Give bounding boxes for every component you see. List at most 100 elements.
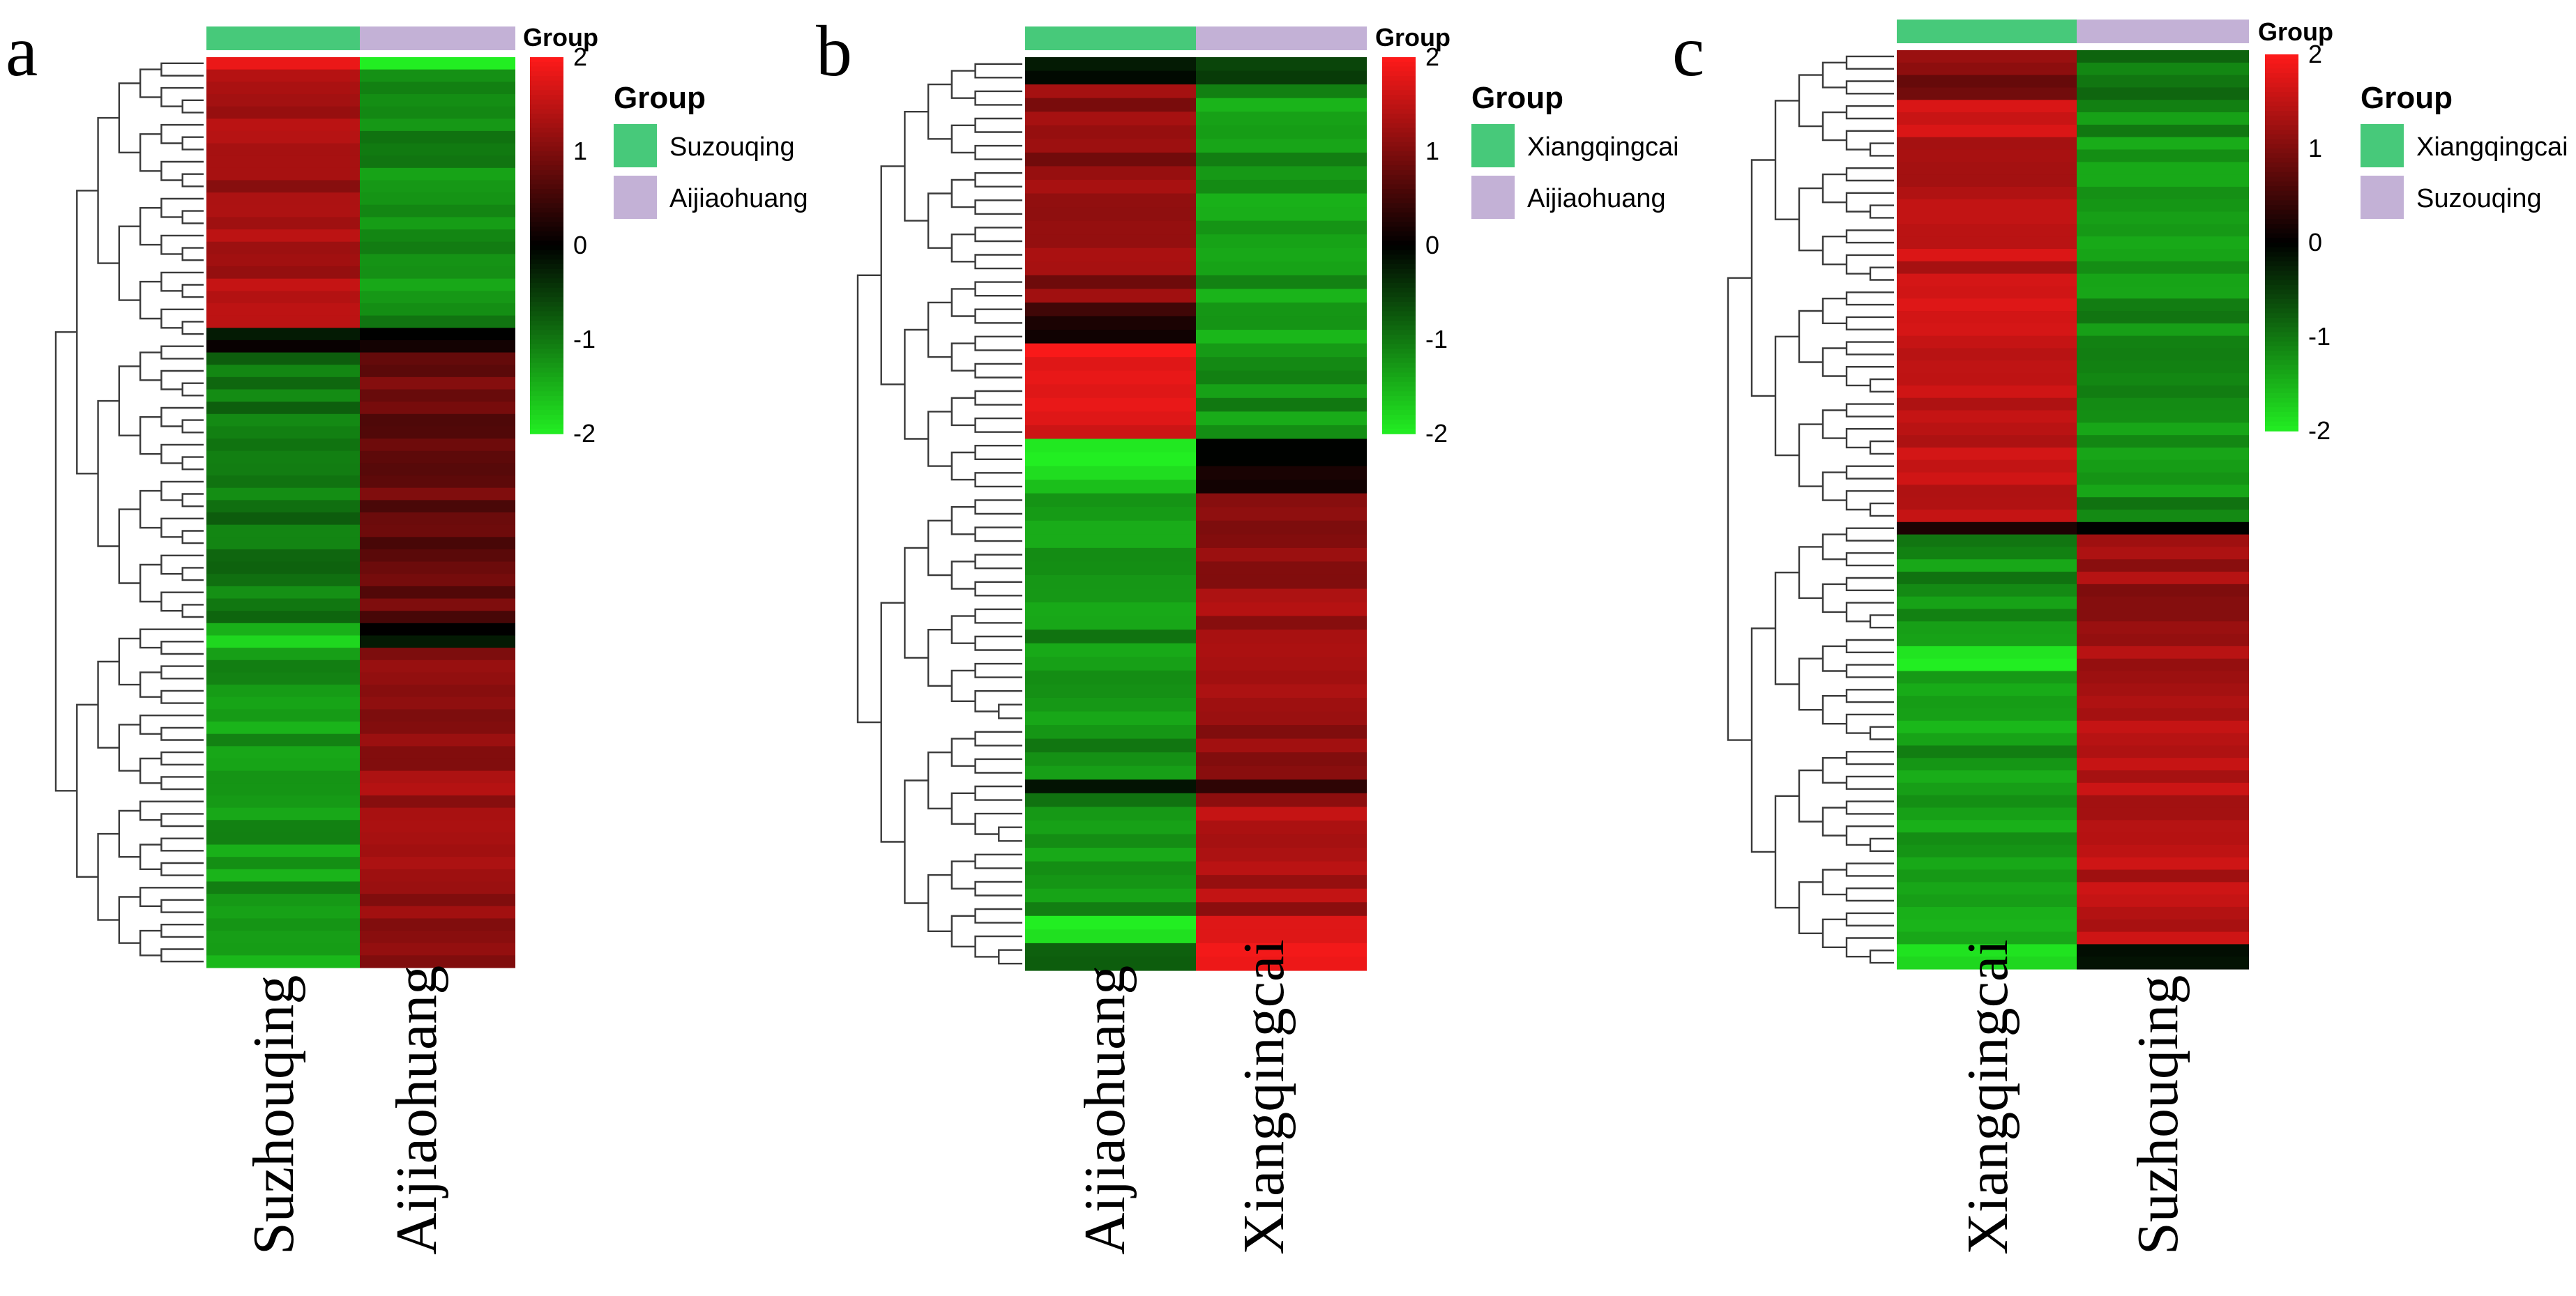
heatmap-cell	[206, 487, 360, 501]
heatmap-cell	[2077, 162, 2249, 175]
color-scale-step	[2265, 243, 2298, 248]
heatmap-cell	[206, 402, 360, 415]
panel-b-legend-title: Group	[1471, 81, 1563, 115]
color-scale-step	[2265, 209, 2298, 215]
heatmap-cell	[2077, 956, 2249, 970]
dendrogram-branch	[160, 554, 204, 575]
heatmap-cell	[1897, 820, 2077, 833]
heatmap-cell	[1196, 234, 1367, 249]
heatmap-cell	[1897, 62, 2077, 76]
color-scale-step	[1382, 259, 1416, 265]
heatmap-cell	[1897, 410, 2077, 423]
color-scale-step	[530, 292, 563, 298]
heatmap-cell	[1897, 50, 2077, 63]
heatmap-cell	[206, 254, 360, 267]
heatmap-cell	[1196, 684, 1367, 699]
heatmap-cell	[1025, 152, 1196, 167]
panel-b-legend-label-2: Aijiaohuang	[1527, 184, 1666, 213]
heatmap-cell	[206, 241, 360, 254]
heatmap-cell	[1196, 915, 1367, 930]
panel-c-column-label-1: Xiangqingcai	[1955, 939, 2020, 1255]
color-scale-step	[2265, 252, 2298, 258]
heatmap-cell	[206, 439, 360, 452]
panel-b-heatmap	[1025, 57, 1367, 971]
heatmap-cell	[360, 119, 515, 132]
heatmap-cell	[2077, 869, 2249, 883]
panel-b: b Group 2 1 0 -1 -2 Group Xiangqingcai Aijia…	[816, 11, 1679, 1255]
dendrogram-branch	[160, 726, 204, 741]
heatmap-cell	[206, 389, 360, 402]
heatmap-cell	[360, 561, 515, 574]
heatmap-cell	[360, 795, 515, 809]
heatmap-cell	[1196, 561, 1367, 576]
heatmap-cell	[360, 376, 515, 390]
heatmap-cell	[1897, 596, 2077, 610]
heatmap-cell	[206, 857, 360, 870]
dendrogram-branch	[160, 924, 204, 938]
color-scale-step	[2265, 153, 2298, 159]
dendrogram-branch	[76, 190, 98, 475]
color-scale-step	[2265, 190, 2298, 197]
heatmap-cell	[1897, 795, 2077, 809]
heatmap-cell	[1897, 869, 2077, 883]
heatmap-cell	[360, 894, 515, 907]
panel-b-column-label-2: Xiangqingcai	[1232, 939, 1296, 1255]
heatmap-cell	[1025, 711, 1196, 726]
color-scale-step	[2265, 270, 2298, 277]
color-scale-tick-label: 0	[1425, 231, 1439, 259]
heatmap-cell	[1025, 425, 1196, 440]
heatmap-cell	[1196, 534, 1367, 549]
heatmap-cell	[206, 266, 360, 280]
color-scale-step	[530, 367, 563, 374]
heatmap-cell	[2077, 385, 2249, 399]
heatmap-cell	[1897, 534, 2077, 548]
panel-a-group-bar-label: Group	[523, 23, 598, 52]
color-scale-step	[530, 76, 563, 82]
heatmap-cell	[1897, 844, 2077, 858]
heatmap-cell	[360, 69, 515, 82]
heatmap-cell	[1025, 779, 1196, 794]
color-scale-step	[2265, 73, 2298, 79]
color-scale-step	[530, 264, 563, 270]
panel-a-heatmap	[206, 57, 515, 968]
color-scale-step	[2265, 68, 2298, 74]
dendrogram-branch	[950, 178, 976, 208]
heatmap-cell	[2077, 770, 2249, 784]
heatmap-cell	[360, 155, 515, 169]
color-scale-step	[530, 193, 563, 199]
heatmap-cell	[1025, 247, 1196, 262]
heatmap-cell	[206, 869, 360, 883]
heatmap-cell	[2077, 572, 2249, 585]
color-scale-step	[530, 410, 563, 416]
heatmap-cell	[1025, 616, 1196, 630]
panel-a-group-bar-col2	[360, 26, 515, 50]
heatmap-cell	[2077, 485, 2249, 498]
heatmap-cell	[360, 204, 515, 218]
color-scale-step	[530, 231, 563, 237]
heatmap-cell	[206, 635, 360, 648]
dendrogram-branch	[160, 369, 204, 390]
color-scale-step	[2265, 87, 2298, 93]
heatmap-cell	[1196, 630, 1367, 644]
heatmap-cell	[2077, 646, 2249, 660]
heatmap-cell	[1025, 820, 1196, 835]
color-scale-step	[530, 198, 563, 204]
color-scale-step	[1382, 349, 1416, 355]
heatmap-cell	[206, 722, 360, 735]
heatmap-cell	[360, 623, 515, 636]
heatmap-cell	[360, 82, 515, 95]
heatmap-cell	[360, 278, 515, 291]
heatmap-cell	[1897, 708, 2077, 722]
color-scale-step	[1382, 311, 1416, 317]
color-scale-step	[530, 179, 563, 185]
heatmap-cell	[360, 192, 515, 206]
color-scale-step	[530, 142, 563, 148]
heatmap-cell	[360, 844, 515, 857]
heatmap-cell	[206, 943, 360, 956]
dendrogram-branch	[950, 860, 976, 890]
heatmap-cell	[1025, 439, 1196, 453]
heatmap-cell	[206, 672, 360, 685]
color-scale-tick-label: 1	[573, 137, 587, 165]
color-scale-step	[530, 424, 563, 430]
panel-a-column-label-1: Suzhouqing	[241, 975, 306, 1255]
